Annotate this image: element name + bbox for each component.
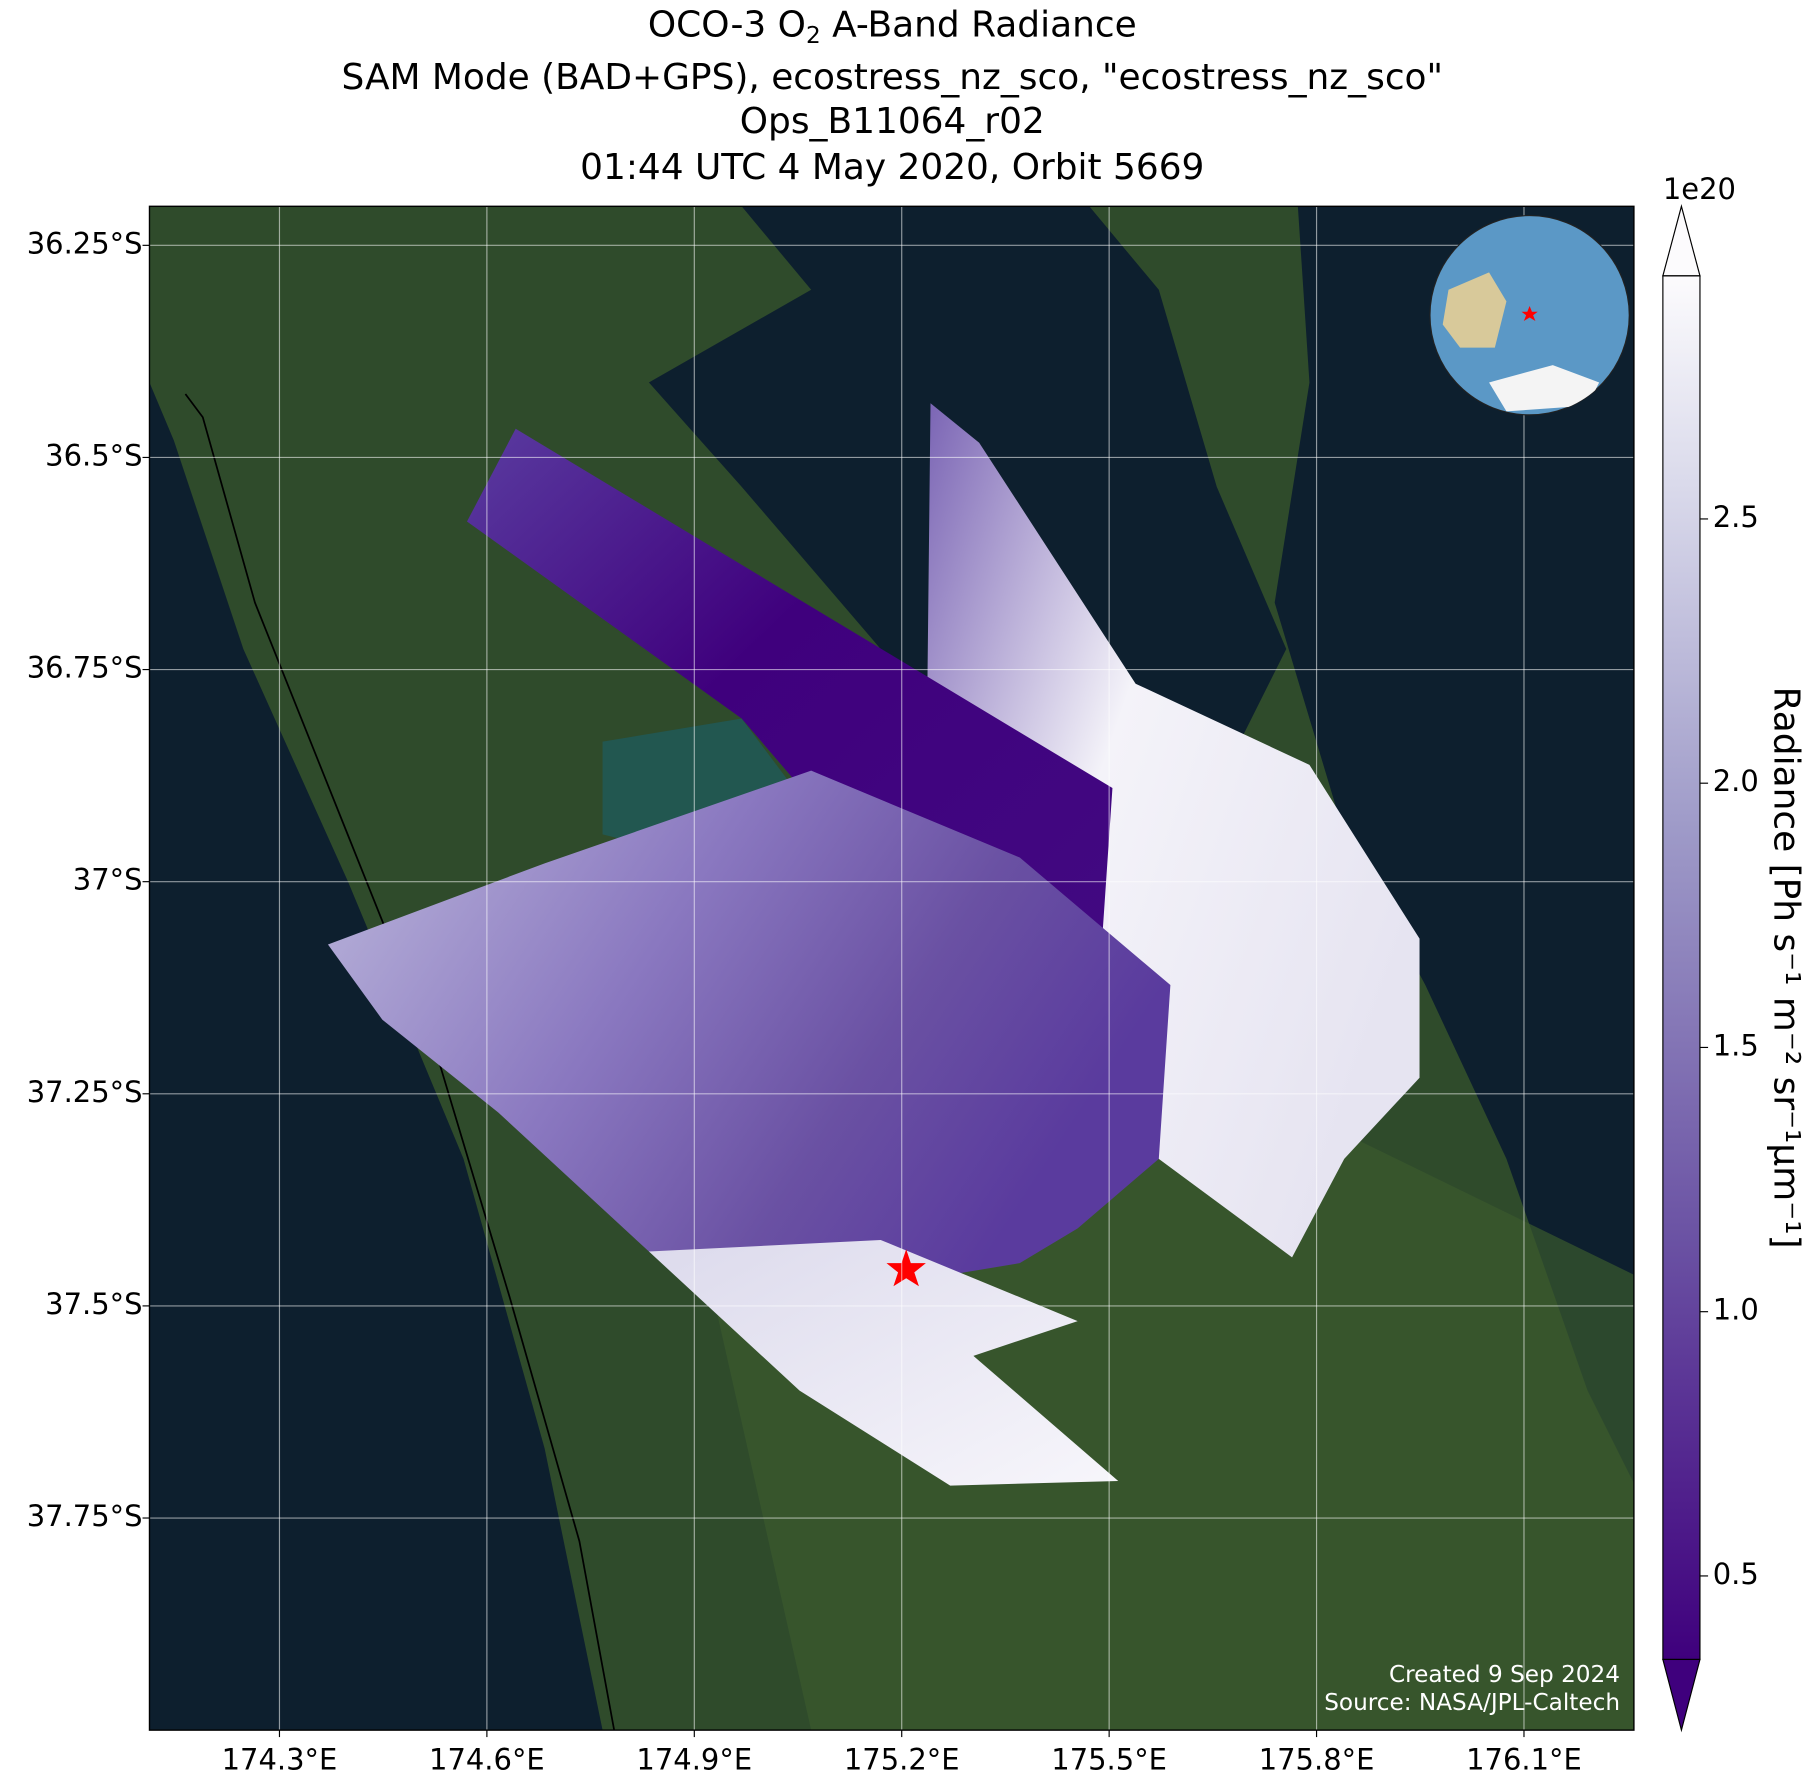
- y-tick-label: 36.5°S: [45, 438, 142, 472]
- y-tick-label: 37.25°S: [27, 1075, 143, 1109]
- globe-marker: [1521, 305, 1538, 322]
- y-tick-label: 36.25°S: [27, 226, 143, 260]
- site-marker: [886, 1249, 926, 1287]
- colorbar-offset: 1e20: [1663, 172, 1736, 206]
- map-frame: [148, 205, 1635, 1731]
- title-line: Ops_B11064_r02: [740, 101, 1045, 142]
- swath: [327, 770, 1171, 1287]
- y-tick-label: 37°S: [73, 863, 143, 897]
- title-text: OCO-3 O: [648, 5, 806, 46]
- colorbar-tick-label: 2.5: [1713, 500, 1759, 534]
- x-tick-label: 175.2°E: [844, 1742, 960, 1776]
- title-line: OCO-3 O2 A-Band Radiance: [648, 5, 1137, 49]
- globe-inset: [1429, 214, 1630, 416]
- map: [149, 206, 1634, 1731]
- colorbar-tick-label: 1.5: [1713, 1028, 1759, 1062]
- x-tick-label: 174.6°E: [429, 1742, 545, 1776]
- grid: [149, 206, 1634, 1731]
- continent: [1442, 272, 1507, 348]
- colorbar-body: [1662, 275, 1700, 1660]
- x-tick-label: 174.9°E: [636, 1742, 752, 1776]
- credit: Created 9 Sep 2024: [1389, 1661, 1620, 1688]
- x-tick-label: 175.5°E: [1051, 1742, 1167, 1776]
- swath: [648, 1239, 1119, 1486]
- x-tick-label: 174.3°E: [222, 1742, 338, 1776]
- colorbar: 1e20 Radiance [Ph s⁻¹ m⁻² sr⁻¹μm⁻¹] 0.5 1…: [1662, 172, 1807, 1733]
- title-line: 01:44 UTC 4 May 2020, Orbit 5669: [580, 147, 1204, 188]
- colorbar-tick-label: 2.0: [1713, 764, 1759, 798]
- x-tick-label: 176.1°E: [1466, 1742, 1582, 1776]
- colorbar-extend: [1662, 1658, 1701, 1733]
- title-text: A-Band Radiance: [821, 5, 1137, 46]
- swath: [927, 403, 1420, 1258]
- title-line: SAM Mode (BAD+GPS), ecostress_nz_sco, "e…: [342, 57, 1444, 98]
- title-subscript: 2: [806, 21, 821, 48]
- colorbar-tick-label: 0.5: [1713, 1557, 1759, 1591]
- colorbar-extend: [1662, 204, 1701, 277]
- colorbar-frame: [1662, 275, 1701, 1661]
- colorbar-label: Radiance [Ph s⁻¹ m⁻² sr⁻¹μm⁻¹]: [1766, 687, 1807, 1249]
- continent: [1489, 365, 1600, 412]
- credit: Source: NASA/JPL-Caltech: [1324, 1689, 1620, 1716]
- y-tick-label: 37.5°S: [45, 1287, 142, 1321]
- x-tick-label: 175.8°E: [1259, 1742, 1375, 1776]
- colorbar-tick-label: 1.0: [1713, 1293, 1759, 1327]
- y-tick-label: 36.75°S: [27, 651, 143, 685]
- y-tick-label: 37.75°S: [27, 1499, 143, 1533]
